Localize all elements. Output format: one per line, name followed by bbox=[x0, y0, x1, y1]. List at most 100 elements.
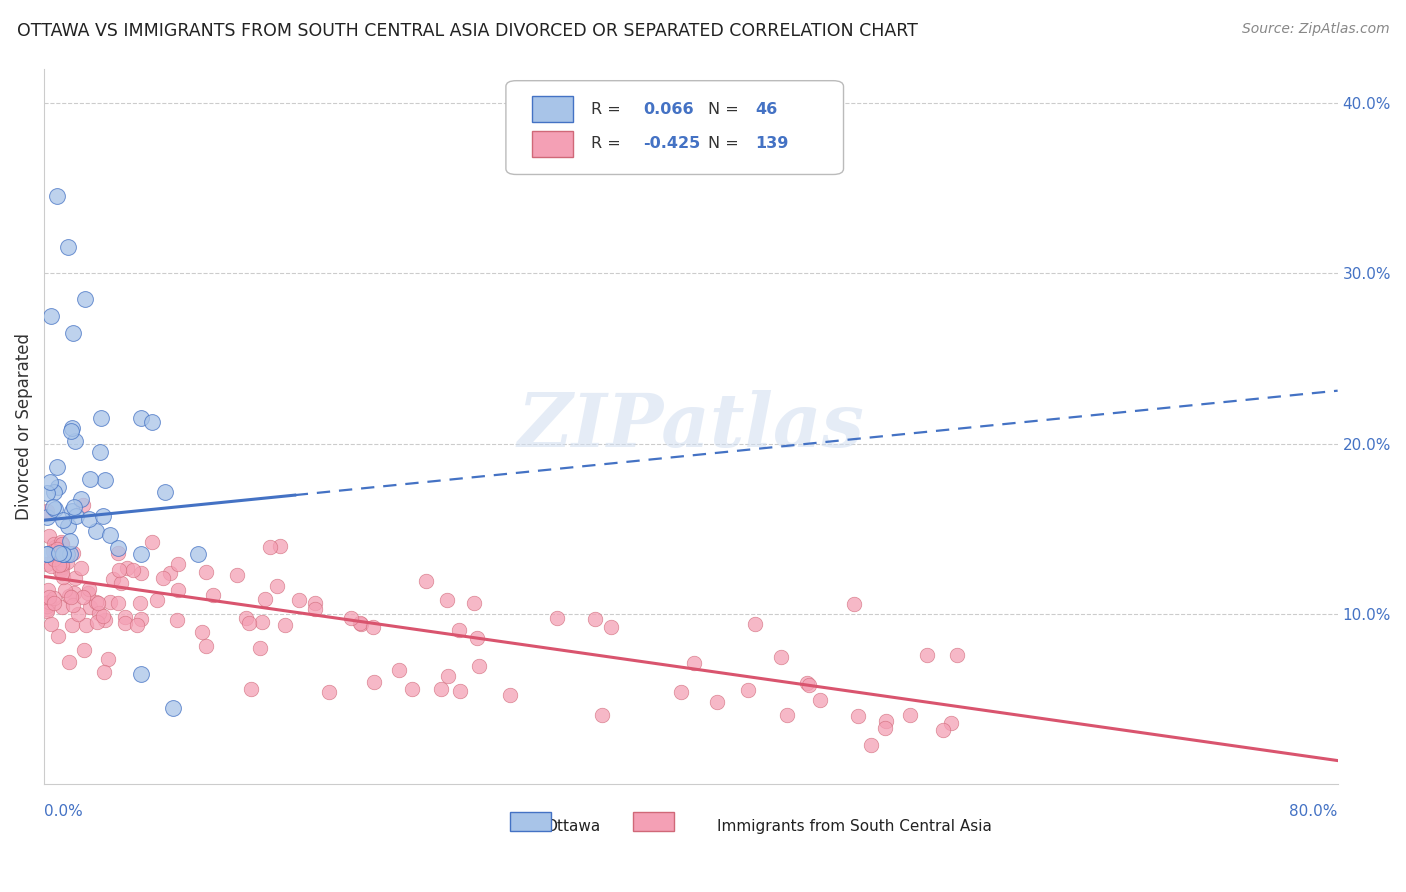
Point bbox=[131, 566, 153, 581]
Point bbox=[108, 563, 131, 577]
Point bbox=[79, 600, 101, 615]
Point bbox=[98, 528, 121, 542]
FancyBboxPatch shape bbox=[506, 80, 844, 175]
Point bbox=[60, 421, 83, 435]
Point bbox=[52, 541, 75, 556]
Text: 46: 46 bbox=[755, 102, 778, 117]
Point bbox=[86, 615, 108, 629]
Point bbox=[744, 616, 766, 631]
Text: Immigrants from South Central Asia: Immigrants from South Central Asia bbox=[717, 819, 991, 834]
Point bbox=[38, 595, 60, 609]
Point bbox=[194, 566, 217, 580]
Point bbox=[254, 592, 277, 607]
Point bbox=[145, 593, 167, 607]
Point bbox=[125, 618, 148, 632]
Point bbox=[449, 684, 471, 698]
Point bbox=[51, 537, 73, 551]
Point bbox=[46, 480, 69, 494]
Point bbox=[58, 518, 80, 533]
Point bbox=[59, 534, 82, 549]
Point bbox=[239, 681, 262, 696]
Point bbox=[775, 707, 797, 722]
Text: Source: ZipAtlas.com: Source: ZipAtlas.com bbox=[1241, 22, 1389, 37]
Point bbox=[42, 596, 65, 610]
Point bbox=[51, 566, 73, 581]
Point bbox=[63, 500, 86, 515]
Point bbox=[72, 590, 94, 604]
Point bbox=[39, 559, 62, 574]
Point bbox=[361, 620, 384, 634]
Point bbox=[129, 612, 152, 626]
Point bbox=[225, 568, 247, 582]
Point bbox=[129, 547, 152, 561]
Point bbox=[38, 590, 60, 604]
Point bbox=[37, 510, 59, 524]
Point bbox=[155, 485, 177, 500]
Point bbox=[48, 558, 70, 573]
Point bbox=[87, 606, 110, 620]
Point bbox=[430, 681, 453, 696]
Point bbox=[72, 498, 94, 512]
Point bbox=[87, 597, 110, 611]
Point bbox=[38, 529, 60, 543]
Text: N =: N = bbox=[707, 102, 744, 117]
Point bbox=[114, 615, 136, 630]
Point bbox=[73, 643, 96, 657]
Point bbox=[65, 509, 87, 524]
Point bbox=[94, 474, 117, 488]
Point bbox=[58, 589, 80, 603]
Point bbox=[941, 716, 963, 731]
Point bbox=[44, 541, 66, 555]
Point bbox=[340, 610, 363, 624]
Point bbox=[48, 546, 70, 560]
Text: Ottawa: Ottawa bbox=[546, 819, 600, 834]
Point bbox=[37, 547, 59, 561]
Point bbox=[235, 611, 257, 625]
Point bbox=[42, 544, 65, 558]
Point bbox=[683, 656, 706, 670]
Point bbox=[56, 555, 79, 569]
Point bbox=[187, 547, 209, 561]
Point bbox=[932, 723, 955, 737]
Point bbox=[44, 501, 66, 516]
Point bbox=[56, 547, 79, 561]
Point bbox=[252, 615, 274, 629]
Point bbox=[77, 582, 100, 596]
Point bbox=[49, 564, 72, 578]
Point bbox=[73, 292, 96, 306]
Point bbox=[51, 547, 73, 561]
Point bbox=[770, 649, 793, 664]
Text: R =: R = bbox=[592, 136, 626, 151]
Point bbox=[90, 411, 112, 425]
Point bbox=[89, 445, 111, 459]
Point bbox=[201, 588, 224, 602]
Text: 0.0%: 0.0% bbox=[44, 805, 83, 820]
Point bbox=[274, 617, 297, 632]
Point bbox=[191, 625, 214, 640]
Point bbox=[84, 595, 107, 609]
Point bbox=[129, 666, 152, 681]
Point bbox=[93, 665, 115, 679]
Point bbox=[42, 484, 65, 499]
Point bbox=[467, 659, 489, 673]
Point bbox=[39, 309, 62, 323]
Point bbox=[162, 700, 184, 714]
Point bbox=[37, 557, 59, 571]
Point bbox=[45, 541, 67, 556]
Point bbox=[115, 560, 138, 574]
Point bbox=[546, 611, 568, 625]
Point bbox=[97, 651, 120, 665]
FancyBboxPatch shape bbox=[633, 813, 673, 831]
Point bbox=[60, 424, 83, 438]
Point bbox=[842, 597, 865, 611]
Point bbox=[41, 616, 63, 631]
Point bbox=[388, 664, 411, 678]
Point bbox=[46, 629, 69, 643]
Point bbox=[122, 563, 145, 577]
Point bbox=[304, 602, 326, 616]
Point bbox=[350, 617, 373, 632]
Point bbox=[42, 552, 65, 566]
Point bbox=[94, 613, 117, 627]
Point bbox=[166, 613, 188, 627]
Point bbox=[62, 599, 84, 613]
